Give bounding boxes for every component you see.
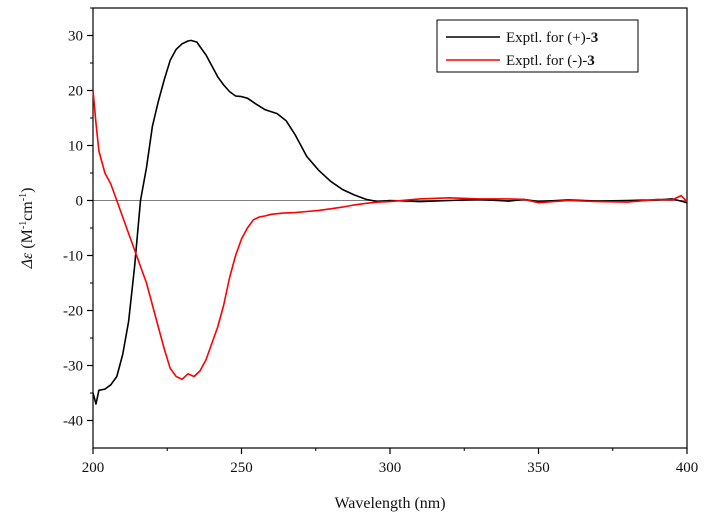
x-tick-label-400: 400 bbox=[676, 460, 699, 476]
y-tick-label-30: 30 bbox=[68, 29, 83, 45]
y-tick-label-10: 10 bbox=[68, 139, 83, 155]
plot-frame bbox=[92, 7, 688, 449]
legend-label-plus-3: Exptl. for (+)-3 bbox=[506, 30, 598, 46]
x-tick-label-350: 350 bbox=[527, 460, 550, 476]
y-tick-label--20: -20 bbox=[63, 304, 83, 320]
series-line-minus-3 bbox=[92, 90, 688, 381]
x-tick-label-250: 250 bbox=[230, 460, 253, 476]
x-tick-label-200: 200 bbox=[82, 460, 105, 476]
legend-box bbox=[436, 19, 639, 73]
y-tick-label-20: 20 bbox=[68, 84, 83, 100]
y-tick-label--30: -30 bbox=[63, 359, 83, 375]
y-tick-label--40: -40 bbox=[63, 414, 83, 430]
y-tick-label--10: -10 bbox=[63, 249, 83, 265]
y-axis-title: Δε (M-1cm-1) bbox=[18, 188, 36, 270]
y-tick-label-0: 0 bbox=[76, 194, 84, 210]
legend-label-minus-3: Exptl. for (-)-3 bbox=[506, 53, 595, 69]
legend: Exptl. for (+)-3 Exptl. for (-)-3 bbox=[436, 19, 639, 73]
x-axis-title: Wavelength (nm) bbox=[334, 495, 445, 512]
series-line-plus-3 bbox=[92, 39, 688, 405]
x-tick-label-300: 300 bbox=[379, 460, 402, 476]
